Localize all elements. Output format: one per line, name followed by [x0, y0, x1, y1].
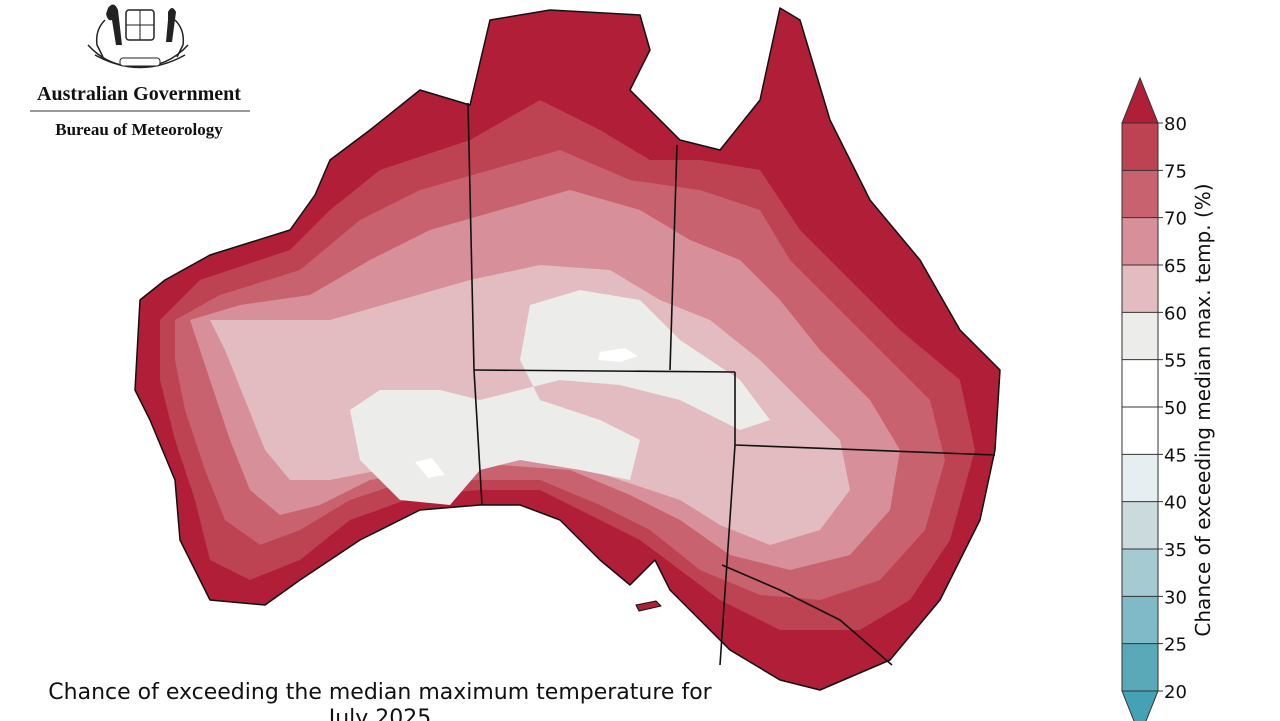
colorbar-tick-label: 35 [1164, 540, 1187, 561]
colorbar-band [1122, 501, 1158, 549]
colorbar-band [1122, 123, 1158, 171]
logo-line2: Bureau of Meteorology [55, 120, 223, 139]
colorbar-tick-label: 25 [1164, 635, 1187, 656]
band-55 [350, 290, 770, 505]
colorbar-band [1122, 596, 1158, 644]
logo-line1: Australian Government [37, 83, 241, 105]
island [635, 600, 662, 612]
colorbar-tick-label: 20 [1164, 682, 1187, 703]
colorbar-band [1122, 217, 1158, 265]
colorbar-tick-label: 65 [1164, 256, 1187, 277]
title-line: Chance of exceeding the median maximum t… [48, 680, 712, 705]
colorbar-tick-label: 60 [1164, 303, 1187, 324]
band-50 [415, 348, 638, 478]
colorbar-band [1122, 265, 1158, 313]
colorbar-under [1121, 690, 1159, 721]
colorbar-tick-label: 55 [1164, 351, 1187, 372]
colorbar-band [1122, 359, 1158, 407]
colorbar-band [1122, 454, 1158, 502]
colorbar-tick-label: 30 [1164, 587, 1187, 608]
colorbar-over [1121, 76, 1159, 124]
map [134, 7, 1001, 691]
colorbar-tick-label: 40 [1164, 493, 1187, 514]
colorbar-tick-label: 50 [1164, 398, 1187, 419]
colorbar-band [1122, 643, 1158, 691]
colorbar-band [1122, 170, 1158, 218]
colorbar-band [1122, 312, 1158, 360]
colorbar-tick-label: 75 [1164, 161, 1187, 182]
colorbar-band [1122, 549, 1158, 597]
colorbar-tick-label: 45 [1164, 445, 1187, 466]
colorbar: 20 25 30 35 40 45 50 55 60 65 70 75 80 [1121, 76, 1187, 721]
logo: Australian Government Bureau of Meteorol… [30, 4, 250, 139]
colorbar-band [1122, 407, 1158, 455]
colorbar-tick-label: 80 [1164, 114, 1187, 135]
colorbar-label: Chance of exceeding median max. temp. (%… [1191, 183, 1215, 636]
map-title: Chance of exceeding the median maximum t… [48, 680, 712, 721]
title-line: July 2025 [327, 706, 432, 721]
colorbar-tick-label: 70 [1164, 209, 1187, 230]
state-borders [467, 102, 996, 666]
